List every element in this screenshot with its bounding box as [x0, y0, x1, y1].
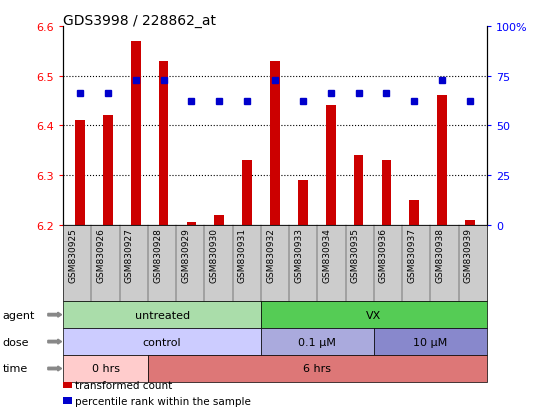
Bar: [354, 156, 364, 225]
Text: GSM830928: GSM830928: [153, 227, 162, 282]
Text: GSM830935: GSM830935: [351, 227, 360, 282]
Text: 6 hrs: 6 hrs: [304, 363, 331, 374]
Bar: [326, 106, 336, 225]
Text: control: control: [143, 337, 182, 347]
Text: 0 hrs: 0 hrs: [92, 363, 119, 374]
Text: time: time: [3, 363, 28, 374]
Text: GSM830934: GSM830934: [322, 227, 332, 282]
Text: GSM830933: GSM830933: [294, 227, 303, 282]
Text: 0.1 μM: 0.1 μM: [299, 337, 336, 347]
Bar: [382, 161, 391, 225]
Text: GSM830927: GSM830927: [125, 227, 134, 282]
Bar: [298, 180, 308, 225]
Bar: [242, 161, 252, 225]
Text: dose: dose: [3, 337, 29, 347]
Text: GSM830929: GSM830929: [182, 227, 190, 282]
Text: 10 μM: 10 μM: [413, 337, 447, 347]
Text: GDS3998 / 228862_at: GDS3998 / 228862_at: [63, 14, 216, 28]
Bar: [186, 223, 196, 225]
Bar: [465, 220, 475, 225]
Text: GSM830939: GSM830939: [464, 227, 472, 282]
Text: GSM830938: GSM830938: [436, 227, 444, 282]
Text: GSM830936: GSM830936: [379, 227, 388, 282]
Text: VX: VX: [366, 310, 382, 320]
Bar: [103, 116, 113, 225]
Bar: [75, 121, 85, 225]
Bar: [270, 62, 280, 225]
Text: GSM830926: GSM830926: [97, 227, 106, 282]
Text: GSM830925: GSM830925: [68, 227, 78, 282]
Bar: [131, 42, 141, 225]
Bar: [214, 215, 224, 225]
Bar: [159, 62, 168, 225]
Text: untreated: untreated: [135, 310, 190, 320]
Text: GSM830931: GSM830931: [238, 227, 247, 282]
Text: GSM830932: GSM830932: [266, 227, 275, 282]
Text: percentile rank within the sample: percentile rank within the sample: [75, 396, 251, 406]
Bar: [437, 96, 447, 225]
Text: transformed count: transformed count: [75, 380, 173, 390]
Text: agent: agent: [3, 310, 35, 320]
Bar: [409, 200, 419, 225]
Text: GSM830930: GSM830930: [210, 227, 218, 282]
Text: GSM830937: GSM830937: [407, 227, 416, 282]
